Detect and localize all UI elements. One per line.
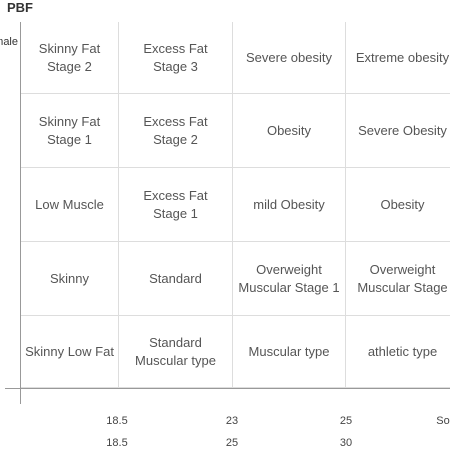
grid-cell: Obesity — [346, 168, 450, 242]
grid-cell: Excess Fat Stage 3 — [119, 22, 233, 94]
grid-cell: Muscular type — [233, 316, 346, 388]
grid-cell: Excess Fat Stage 2 — [119, 94, 233, 168]
grid-cell: Overweight Muscular Stage — [346, 242, 450, 316]
grid-cell: Overweight Muscular Stage 1 — [233, 242, 346, 316]
x-axis-label: 18.5 — [106, 415, 128, 427]
grid-cell: Low Muscle — [21, 168, 119, 242]
grid-cell: Skinny Fat Stage 1 — [21, 94, 119, 168]
x-axis-label: 23 — [225, 415, 239, 427]
grid-cell: Skinny Fat Stage 2 — [21, 22, 119, 94]
grid-cell: athletic type — [346, 316, 450, 388]
row-axis-label: Female — [0, 36, 18, 48]
grid-cell: Excess Fat Stage 1 — [119, 168, 233, 242]
grid-cell: Severe Obesity — [346, 94, 450, 168]
grid-cell: Standard — [119, 242, 233, 316]
grid-cell: Extreme obesity — [346, 22, 450, 94]
grid-cell: Standard Muscular type — [119, 316, 233, 388]
x-axis-line — [5, 388, 450, 389]
x-axis-label: 25 — [339, 415, 353, 427]
title: PBF — [7, 0, 33, 15]
grid-cell: Obesity — [233, 94, 346, 168]
grid-cell: Severe obesity — [233, 22, 346, 94]
x-axis-label: So — [436, 415, 450, 427]
y-axis-line — [20, 22, 21, 404]
x-axis-label: 25 — [225, 437, 239, 449]
grid-cell: Skinny Low Fat — [21, 316, 119, 388]
x-axis-label: 18.5 — [106, 437, 128, 449]
x-axis-label: 30 — [339, 437, 353, 449]
grid-cell: mild Obesity — [233, 168, 346, 242]
grid-cell: Skinny — [21, 242, 119, 316]
